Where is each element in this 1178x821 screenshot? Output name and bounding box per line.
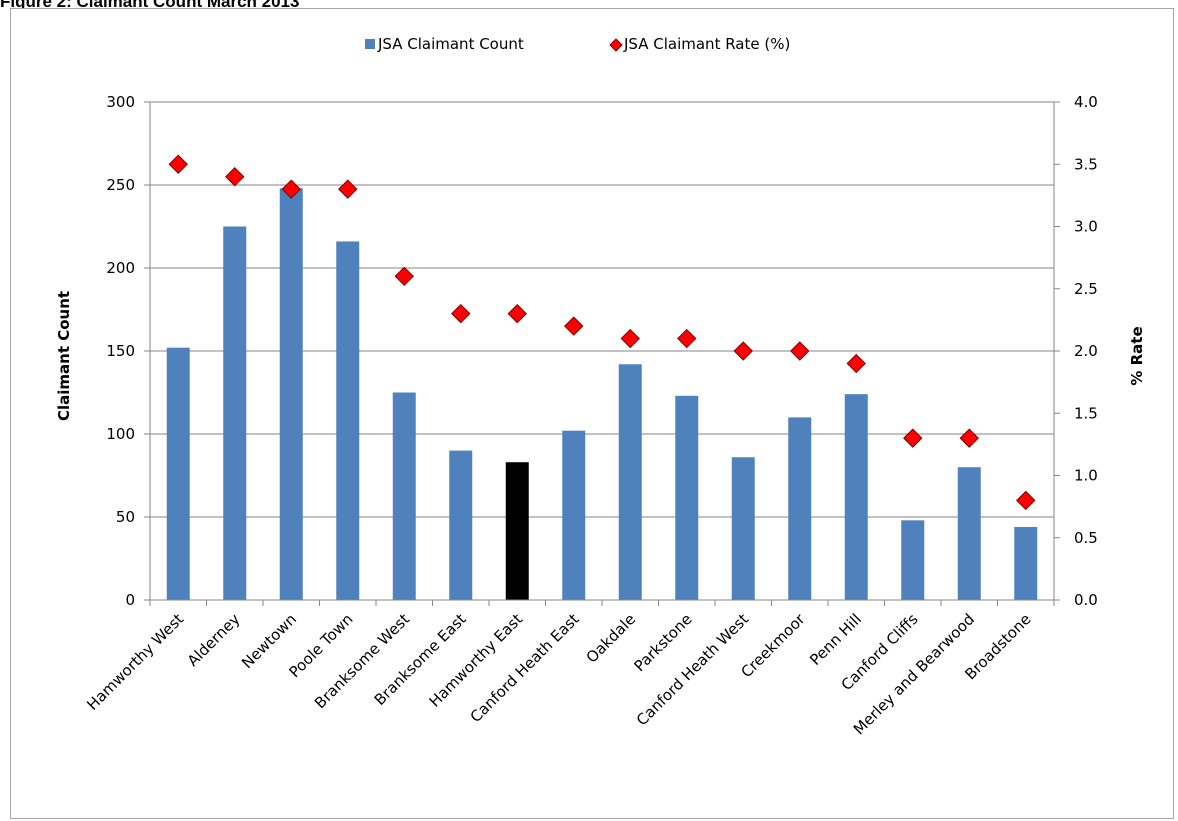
rate-marker (790, 341, 810, 361)
rate-marker (959, 428, 979, 448)
rate-marker (281, 179, 301, 199)
bar (675, 395, 699, 600)
rate-marker (394, 266, 414, 287)
bar (562, 430, 586, 600)
bar (788, 417, 812, 600)
y2-tick-label: 0.0 (1074, 591, 1098, 609)
bar (166, 347, 190, 600)
rate-marker (451, 303, 471, 324)
y-axis-title: Claimant Count (55, 291, 73, 421)
bar (1014, 526, 1038, 600)
x-tick-label: Alderney (184, 610, 244, 670)
y-tick-label: 50 (116, 508, 135, 526)
rate-marker (733, 341, 753, 361)
x-tick-label: Branksome West (311, 610, 413, 712)
legend-bar-label: JSA Claimant Count (377, 35, 524, 53)
x-tick-label: Oakdale (583, 610, 639, 666)
y2-tick-label: 2.0 (1074, 342, 1098, 360)
y2-tick-label: 1.0 (1074, 467, 1098, 485)
bar (392, 392, 416, 600)
rate-marker (903, 428, 923, 448)
chart-area: 0 50 100 150 200 250 300 0.0 0.5 1.0 1.5 2.0 2.5 3.0 3… (10, 8, 1174, 819)
y2-tick-label: 3.5 (1074, 155, 1098, 173)
rate-marker (168, 154, 188, 174)
legend-bar-swatch (365, 39, 375, 49)
y-tick-label: 150 (106, 342, 135, 360)
combo-chart: 0 50 100 150 200 250 300 0.0 0.5 1.0 1.5 2.0 2.5 3.0 3… (55, 35, 1146, 738)
x-tick-label: Canford Heath East (467, 610, 583, 726)
legend: JSA Claimant Count JSA Claimant Rate (%) (365, 35, 790, 53)
rate-marker (620, 328, 640, 349)
rate-marker (677, 328, 697, 349)
rate-marker (225, 166, 245, 187)
y2-tick-label: 2.5 (1074, 280, 1098, 298)
bar (957, 467, 981, 600)
y-tick-label: 0 (125, 591, 135, 609)
y-tick-label: 200 (106, 259, 135, 277)
y-tick-label: 100 (106, 425, 135, 443)
y-tick-label: 300 (106, 93, 135, 111)
y2-tick-label: 1.5 (1074, 404, 1098, 422)
x-tick-label: Penn Hill (806, 610, 865, 669)
axes (144, 101, 1060, 606)
rate-marker (338, 179, 358, 199)
y2-tick-label: 3.0 (1074, 218, 1098, 236)
bar (223, 226, 247, 600)
y2-axis-title: % Rate (1128, 326, 1146, 385)
x-tick-label: Canford Heath West (633, 610, 752, 729)
marker-series (168, 154, 1036, 511)
bar (279, 188, 303, 600)
x-tick-label: Hamworthy West (83, 610, 187, 714)
bar (901, 520, 925, 600)
bar (731, 457, 755, 600)
bar (449, 450, 473, 600)
y2-tick-label: 0.5 (1074, 529, 1098, 547)
bar (336, 241, 360, 600)
bar (618, 364, 642, 600)
rate-marker (564, 316, 584, 336)
y2-tick-label: 4.0 (1074, 93, 1098, 111)
bar-series (166, 188, 1038, 600)
legend-marker-label: JSA Claimant Rate (%) (623, 35, 790, 53)
rate-marker (507, 303, 527, 324)
legend-diamond-swatch (609, 38, 623, 52)
figure-title: Figure 2: Claimant Count March 2013 (0, 0, 300, 11)
y-tick-label: 250 (106, 176, 135, 194)
bar (505, 462, 529, 600)
rate-marker (1016, 490, 1036, 511)
bar (844, 394, 868, 600)
rate-marker (846, 353, 866, 374)
